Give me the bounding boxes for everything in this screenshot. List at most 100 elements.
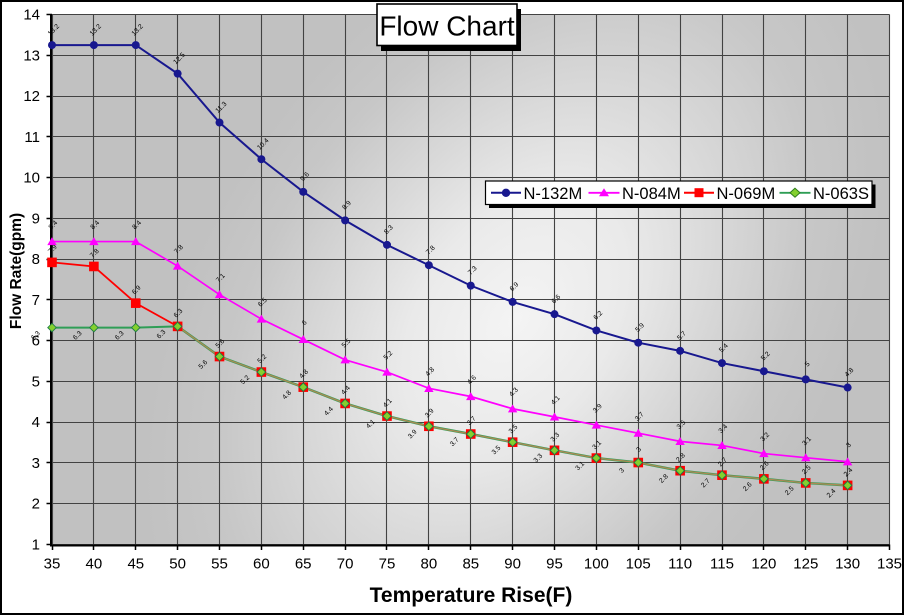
svg-text:8.3: 8.3 <box>383 224 395 236</box>
svg-text:5.2: 5.2 <box>383 350 395 362</box>
svg-text:75: 75 <box>379 556 396 573</box>
svg-text:3.2: 3.2 <box>760 431 772 443</box>
svg-text:70: 70 <box>337 556 354 573</box>
svg-text:8: 8 <box>32 251 40 268</box>
svg-text:4.3: 4.3 <box>508 386 520 398</box>
svg-text:3: 3 <box>618 467 626 475</box>
svg-text:2: 2 <box>32 496 40 513</box>
svg-text:3.5: 3.5 <box>676 419 688 431</box>
svg-text:3.1: 3.1 <box>592 439 604 451</box>
svg-text:7.8: 7.8 <box>89 248 101 260</box>
svg-text:7.9: 7.9 <box>47 244 59 256</box>
svg-text:8.4: 8.4 <box>90 219 102 231</box>
svg-text:6.3: 6.3 <box>114 330 126 342</box>
svg-text:2.7: 2.7 <box>717 456 729 468</box>
svg-text:7.1: 7.1 <box>215 272 227 284</box>
svg-text:3: 3 <box>635 446 643 454</box>
svg-text:2.8: 2.8 <box>658 473 670 485</box>
svg-text:6.6: 6.6 <box>551 293 563 305</box>
svg-text:3.1: 3.1 <box>575 460 587 472</box>
svg-text:4.1: 4.1 <box>550 395 562 407</box>
svg-text:65: 65 <box>295 556 312 573</box>
svg-text:4.8: 4.8 <box>425 366 437 378</box>
svg-text:9: 9 <box>32 210 40 227</box>
svg-text:N-084M: N-084M <box>622 185 681 203</box>
svg-text:5.5: 5.5 <box>341 338 353 350</box>
svg-text:115: 115 <box>710 556 734 573</box>
svg-text:4.4: 4.4 <box>340 385 352 397</box>
svg-text:5.2: 5.2 <box>257 353 269 365</box>
svg-text:7.3: 7.3 <box>467 265 479 277</box>
svg-text:55: 55 <box>211 556 228 573</box>
svg-text:3.9: 3.9 <box>424 408 436 420</box>
svg-text:4.1: 4.1 <box>365 418 377 430</box>
svg-text:2.5: 2.5 <box>784 485 796 497</box>
svg-text:2.5: 2.5 <box>801 464 813 476</box>
svg-text:6.2: 6.2 <box>593 310 605 322</box>
svg-text:10: 10 <box>23 170 40 187</box>
svg-text:6.3: 6.3 <box>30 330 42 342</box>
svg-text:1: 1 <box>32 537 40 554</box>
svg-text:8.4: 8.4 <box>131 219 143 231</box>
svg-text:2.4: 2.4 <box>826 488 838 500</box>
svg-text:110: 110 <box>668 556 692 573</box>
svg-text:130: 130 <box>835 556 860 573</box>
svg-text:4.1: 4.1 <box>382 397 394 409</box>
svg-text:105: 105 <box>626 556 651 573</box>
svg-text:95: 95 <box>546 556 563 573</box>
svg-text:2.4: 2.4 <box>843 467 855 479</box>
svg-text:6.9: 6.9 <box>509 281 521 293</box>
svg-text:135: 135 <box>877 556 902 573</box>
svg-text:3.5: 3.5 <box>508 423 520 435</box>
svg-text:3.1: 3.1 <box>801 435 813 447</box>
svg-text:6: 6 <box>301 319 309 327</box>
svg-text:5.4: 5.4 <box>718 342 730 354</box>
svg-text:120: 120 <box>751 556 776 573</box>
svg-text:3: 3 <box>32 455 40 472</box>
svg-text:13: 13 <box>23 47 40 64</box>
svg-text:3.7: 3.7 <box>634 411 646 423</box>
svg-text:11: 11 <box>24 129 40 146</box>
svg-text:6.3: 6.3 <box>173 308 185 320</box>
svg-text:Flow Rate(gpm): Flow Rate(gpm) <box>8 213 25 329</box>
svg-text:3.9: 3.9 <box>407 429 419 441</box>
svg-text:3.3: 3.3 <box>550 432 562 444</box>
svg-text:14: 14 <box>23 7 40 24</box>
svg-text:3.5: 3.5 <box>491 444 503 456</box>
svg-text:45: 45 <box>127 556 144 573</box>
svg-text:4.8: 4.8 <box>281 389 293 401</box>
svg-text:5: 5 <box>804 361 812 369</box>
svg-text:35: 35 <box>44 556 61 573</box>
svg-text:5.7: 5.7 <box>676 330 688 342</box>
svg-text:8.4: 8.4 <box>48 219 60 231</box>
svg-text:5.6: 5.6 <box>198 359 210 371</box>
svg-text:5.6: 5.6 <box>215 338 227 350</box>
svg-text:2.8: 2.8 <box>675 452 687 464</box>
svg-text:12: 12 <box>23 88 40 105</box>
svg-text:3.7: 3.7 <box>466 415 478 427</box>
svg-text:2.6: 2.6 <box>759 460 771 472</box>
svg-text:80: 80 <box>421 556 438 573</box>
svg-text:3.3: 3.3 <box>533 453 545 465</box>
svg-text:50: 50 <box>169 556 186 573</box>
svg-text:6.3: 6.3 <box>72 330 84 342</box>
svg-text:5: 5 <box>32 373 40 390</box>
svg-text:Flow Chart: Flow Chart <box>379 11 515 42</box>
svg-text:4.8: 4.8 <box>844 367 856 379</box>
svg-text:4.6: 4.6 <box>466 374 478 386</box>
svg-text:100: 100 <box>584 556 609 573</box>
svg-text:3: 3 <box>845 441 853 449</box>
svg-text:7: 7 <box>32 292 40 309</box>
svg-text:125: 125 <box>793 556 818 573</box>
svg-text:9.6: 9.6 <box>299 171 311 183</box>
svg-text:3.9: 3.9 <box>592 403 604 415</box>
svg-text:2.6: 2.6 <box>742 481 754 493</box>
svg-text:2.7: 2.7 <box>700 477 712 489</box>
svg-text:Temperature Rise(F): Temperature Rise(F) <box>370 584 573 607</box>
svg-text:40: 40 <box>86 556 103 573</box>
svg-text:N-132M: N-132M <box>524 185 583 203</box>
svg-text:3.7: 3.7 <box>449 436 461 448</box>
svg-text:85: 85 <box>462 556 479 573</box>
svg-text:5.2: 5.2 <box>240 374 252 386</box>
svg-text:4: 4 <box>32 414 40 431</box>
